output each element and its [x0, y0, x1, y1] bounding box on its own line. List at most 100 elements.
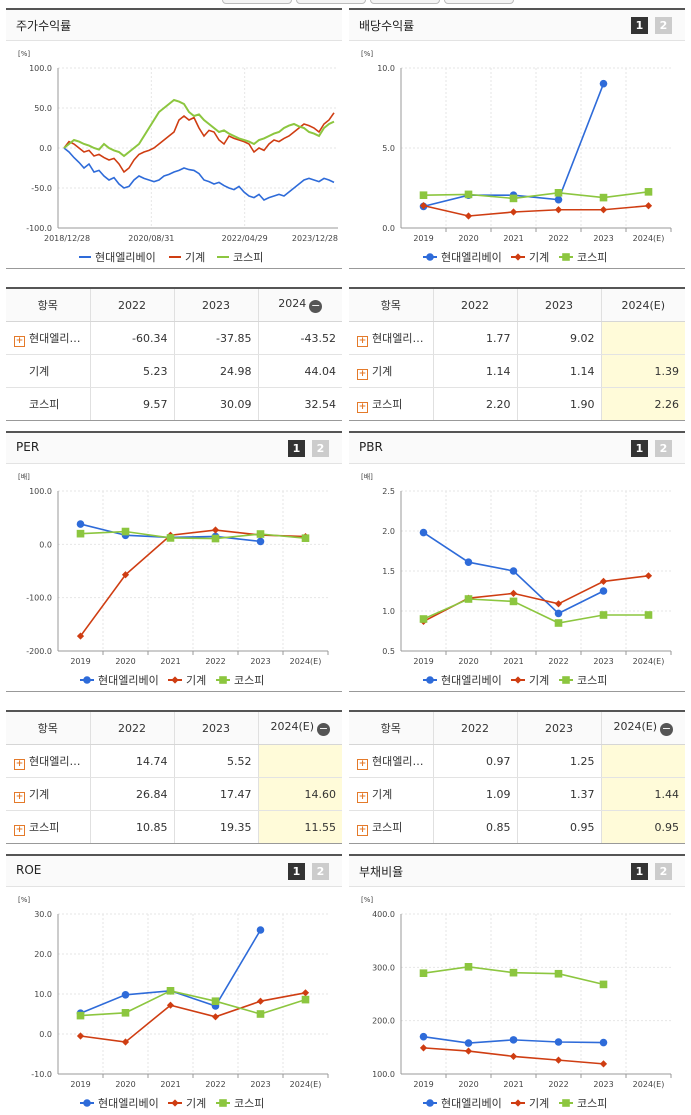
data-point-marker[interactable] [419, 202, 428, 210]
data-point-marker[interactable] [256, 926, 265, 934]
data-point-marker[interactable] [554, 1038, 563, 1046]
data-point-marker[interactable] [554, 600, 563, 608]
period-button-1[interactable]: 1 [288, 863, 305, 880]
expand-plus-icon[interactable]: + [357, 758, 368, 770]
data-point-marker[interactable] [464, 212, 473, 220]
data-point-marker[interactable] [509, 589, 518, 597]
data-point-marker[interactable] [644, 202, 653, 210]
data-point-marker[interactable] [599, 1038, 608, 1047]
period-button-2[interactable]: 2 [312, 440, 329, 457]
expand-plus-icon[interactable]: + [14, 335, 25, 347]
data-point-marker[interactable] [219, 1099, 227, 1107]
data-point-marker[interactable] [554, 609, 563, 618]
expand-plus-icon[interactable]: + [357, 335, 368, 347]
data-point-marker[interactable] [211, 526, 220, 534]
data-point-marker[interactable] [514, 676, 522, 684]
data-point-marker[interactable] [509, 1036, 518, 1044]
data-point-marker[interactable] [464, 1039, 473, 1047]
data-point-marker[interactable] [256, 1010, 265, 1018]
data-point-marker[interactable] [554, 1056, 563, 1064]
data-point-marker[interactable] [426, 676, 434, 684]
data-point-marker[interactable] [166, 534, 175, 542]
collapse-icon[interactable]: − [660, 722, 674, 736]
data-point-marker[interactable] [211, 534, 220, 543]
data-point-marker[interactable] [554, 189, 563, 197]
data-point-marker[interactable] [509, 194, 518, 203]
data-point-marker[interactable] [562, 676, 570, 684]
data-point-marker[interactable] [464, 963, 473, 971]
data-point-marker[interactable] [121, 991, 130, 999]
data-point-marker[interactable] [76, 1011, 85, 1020]
data-point-marker[interactable] [464, 558, 473, 566]
data-point-marker[interactable] [599, 577, 608, 585]
data-point-marker[interactable] [256, 997, 265, 1005]
data-point-marker[interactable] [509, 597, 518, 606]
data-point-marker[interactable] [554, 969, 563, 978]
data-point-marker[interactable] [76, 520, 85, 528]
data-point-marker[interactable] [76, 529, 85, 538]
data-point-marker[interactable] [599, 611, 608, 619]
top-toolbar-button[interactable] [296, 0, 366, 4]
expand-plus-icon[interactable]: + [357, 368, 368, 380]
data-point-marker[interactable] [121, 1009, 130, 1017]
expand-plus-icon[interactable]: + [357, 791, 368, 803]
period-button-2[interactable]: 2 [655, 863, 672, 880]
data-point-marker[interactable] [211, 1013, 220, 1021]
data-point-marker[interactable] [599, 206, 608, 214]
data-point-marker[interactable] [426, 1099, 434, 1107]
data-point-marker[interactable] [562, 1099, 570, 1107]
data-point-marker[interactable] [419, 615, 428, 623]
data-point-marker[interactable] [509, 1052, 518, 1060]
data-point-marker[interactable] [644, 572, 653, 580]
top-toolbar-button[interactable] [370, 0, 440, 4]
data-point-marker[interactable] [514, 253, 522, 261]
period-button-1[interactable]: 1 [631, 440, 648, 457]
data-point-marker[interactable] [644, 188, 653, 196]
period-button-2[interactable]: 2 [655, 17, 672, 34]
data-point-marker[interactable] [219, 676, 227, 684]
top-toolbar-button[interactable] [444, 0, 514, 4]
data-point-marker[interactable] [171, 676, 179, 684]
period-button-1[interactable]: 1 [288, 440, 305, 457]
data-point-marker[interactable] [419, 1044, 428, 1052]
period-button-1[interactable]: 1 [631, 17, 648, 34]
data-point-marker[interactable] [419, 191, 428, 199]
data-point-marker[interactable] [514, 1099, 522, 1107]
period-button-2[interactable]: 2 [655, 440, 672, 457]
period-button-1[interactable]: 1 [631, 863, 648, 880]
data-point-marker[interactable] [171, 1099, 179, 1107]
data-point-marker[interactable] [301, 534, 310, 542]
collapse-icon[interactable]: − [317, 722, 331, 736]
data-point-marker[interactable] [599, 980, 608, 989]
data-point-marker[interactable] [599, 79, 608, 88]
data-point-marker[interactable] [419, 528, 428, 537]
data-point-marker[interactable] [301, 989, 310, 997]
data-point-marker[interactable] [509, 968, 518, 977]
data-point-marker[interactable] [464, 1047, 473, 1055]
data-point-marker[interactable] [554, 619, 563, 627]
data-point-marker[interactable] [509, 567, 518, 575]
top-toolbar-button[interactable] [222, 0, 292, 4]
data-point-marker[interactable] [256, 537, 265, 546]
data-point-marker[interactable] [256, 530, 265, 538]
collapse-icon[interactable]: − [309, 299, 323, 313]
data-point-marker[interactable] [83, 676, 91, 684]
data-point-marker[interactable] [121, 571, 130, 579]
expand-plus-icon[interactable]: + [14, 824, 25, 836]
data-point-marker[interactable] [554, 195, 563, 204]
data-point-marker[interactable] [599, 587, 608, 595]
data-point-marker[interactable] [599, 193, 608, 202]
data-point-marker[interactable] [166, 1001, 175, 1009]
data-point-marker[interactable] [509, 208, 518, 216]
expand-plus-icon[interactable]: + [357, 401, 368, 413]
data-point-marker[interactable] [426, 253, 434, 261]
data-point-marker[interactable] [554, 206, 563, 214]
data-point-marker[interactable] [419, 1032, 428, 1041]
data-point-marker[interactable] [211, 997, 220, 1005]
expand-plus-icon[interactable]: + [357, 824, 368, 836]
data-point-marker[interactable] [301, 995, 310, 1004]
data-point-marker[interactable] [599, 1060, 608, 1068]
expand-plus-icon[interactable]: + [14, 758, 25, 770]
data-point-marker[interactable] [76, 1032, 85, 1040]
expand-plus-icon[interactable]: + [14, 791, 25, 803]
